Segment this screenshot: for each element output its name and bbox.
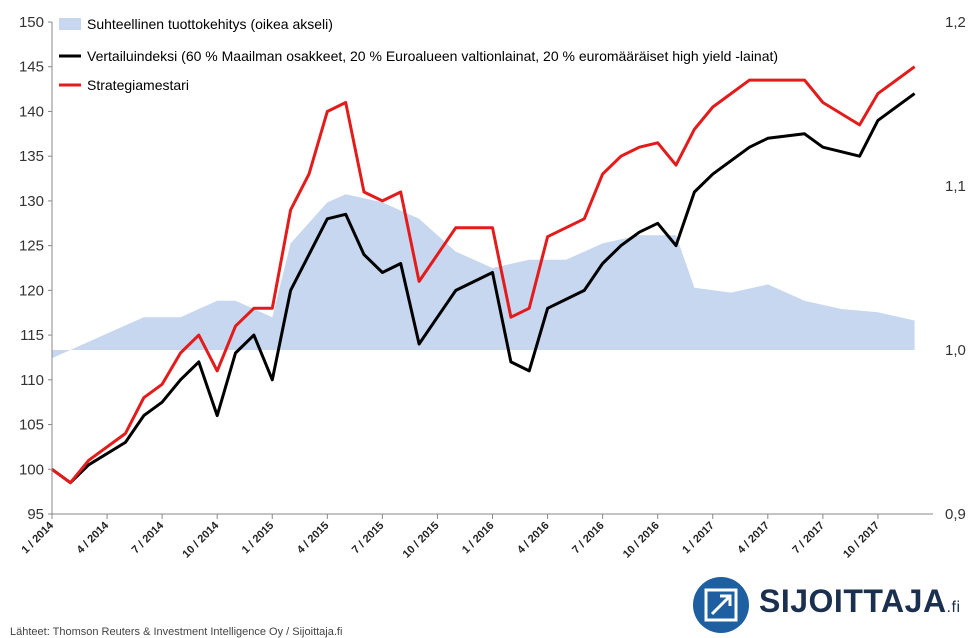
left-axis-tick-label: 130 (19, 193, 44, 210)
line-layer (51, 65, 916, 485)
x-axis-tick-label: 7 / 2015 (350, 520, 387, 557)
left-axis-tick-label: 150 (19, 14, 44, 31)
legend: Suhteellinen tuottokehitys (oikea akseli… (59, 16, 778, 93)
left-axis-tick-label: 140 (19, 103, 44, 120)
left-axis-tick-label: 110 (20, 372, 44, 389)
right-axis-tick-label: 1,1 (945, 178, 966, 195)
right-axis-tick-label: 1,0 (945, 342, 966, 359)
left-axis-tick-label: 120 (19, 282, 44, 299)
left-axis-tick-label: 95 (27, 506, 44, 523)
x-axis-tick-label: 7 / 2016 (570, 520, 607, 557)
right-axis-tick-label: 0,9 (945, 506, 966, 523)
left-axis-tick-label: 145 (19, 59, 44, 76)
left-axis-tick-label: 115 (20, 327, 44, 344)
x-axis-tick-label: 4 / 2017 (735, 520, 772, 557)
left-axis-tick-label: 125 (19, 238, 44, 255)
x-axis-tick-label: 1 / 2015 (240, 520, 277, 557)
logo-name: SIJOITTAJA (759, 583, 947, 619)
x-axis-tick-label: 1 / 2014 (20, 519, 57, 556)
strategiamestari-line (51, 65, 916, 485)
legend-label-benchmark: Vertailuindeksi (60 % Maailman osakkeet,… (87, 48, 778, 64)
x-axis-tick-label: 4 / 2015 (295, 520, 332, 557)
x-axis-tick-label: 7 / 2014 (130, 519, 167, 556)
left-axis-tick-label: 105 (19, 417, 44, 434)
logo-wordmark: SIJOITTAJA.fi (759, 583, 961, 620)
left-axis-tick-label: 100 (19, 461, 44, 478)
legend-label-relative-return: Suhteellinen tuottokehitys (oikea akseli… (87, 16, 333, 32)
left-axis-tick-label: 135 (19, 148, 44, 165)
legend-swatch-relative-return (59, 18, 81, 30)
arrow-up-right-icon (693, 577, 749, 633)
sijoittaja-logo: SIJOITTAJA.fi (693, 577, 963, 633)
right-axis-tick-label: 1,2 (945, 14, 966, 31)
x-axis-tick-label: 10 / 2014 (180, 519, 222, 561)
x-axis-tick-label: 1 / 2017 (680, 520, 717, 557)
legend-label-strategiamestari: Strategiamestari (87, 77, 189, 93)
x-axis-tick-label: 10 / 2017 (841, 520, 882, 561)
benchmark-line (51, 92, 916, 485)
logo-suffix: .fi (946, 599, 961, 616)
x-axis-tick-label: 1 / 2016 (460, 520, 497, 557)
x-axis-tick-label: 10 / 2016 (621, 520, 662, 561)
x-axis-tick-label: 10 / 2015 (401, 520, 442, 561)
x-axis-tick-label: 7 / 2017 (790, 520, 827, 557)
x-axis-tick-label: 4 / 2016 (515, 520, 552, 557)
source-note: Lähteet: Thomson Reuters & Investment In… (10, 626, 343, 638)
x-axis-tick-label: 4 / 2014 (75, 519, 112, 556)
